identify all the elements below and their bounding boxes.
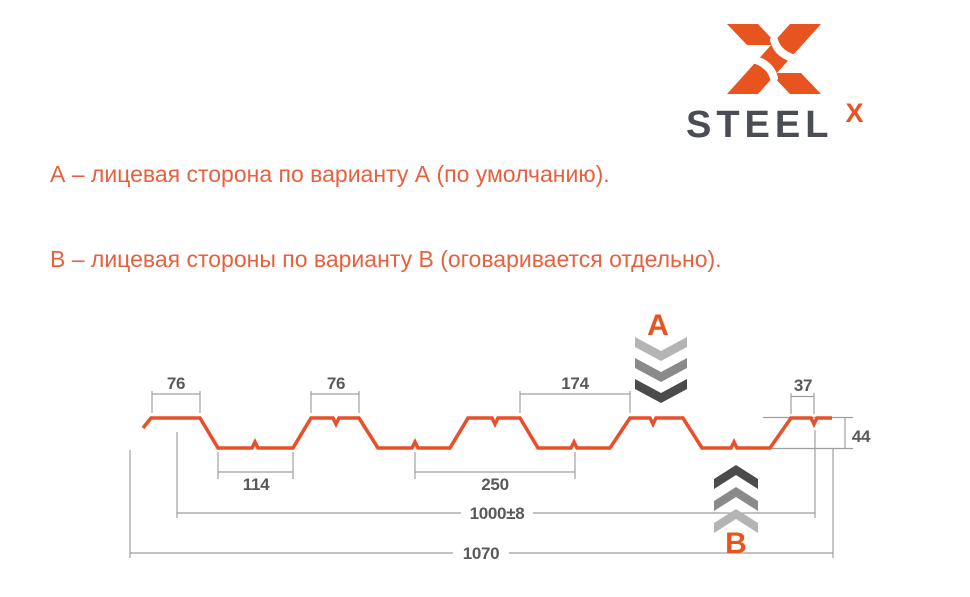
brand-logo: STEEL X — [686, 14, 900, 144]
dim-label-250: 250 — [481, 475, 508, 494]
chevron-down-icon — [635, 379, 687, 403]
dim-label-76-left: 76 — [167, 374, 185, 393]
dim-label-overall-width: 1070 — [463, 544, 500, 563]
dim-label-76-mid: 76 — [327, 374, 345, 393]
steelx-x-icon — [727, 24, 821, 94]
profile-outline — [141, 416, 832, 450]
variant-b-note: В – лицевая стороны по варианту В (огова… — [50, 246, 722, 272]
chevron-down-icon — [635, 358, 687, 382]
variant-b-marker: В — [714, 465, 758, 560]
chevron-up-icon — [714, 465, 758, 489]
brand-name: STEEL — [686, 104, 834, 146]
dimension-lines — [129, 391, 853, 558]
brand-superscript-x: X — [845, 98, 864, 128]
variant-b-label: В — [725, 527, 747, 560]
dim-label-174: 174 — [561, 374, 589, 393]
variant-a-label: А — [647, 309, 669, 342]
dim-label-height: 44 — [852, 427, 871, 446]
chevron-up-icon — [714, 509, 758, 533]
chevron-up-icon — [714, 487, 758, 511]
dim-label-useful-width: 1000±8 — [470, 504, 525, 523]
variant-a-marker: А — [635, 309, 687, 403]
dim-label-37: 37 — [794, 376, 812, 395]
chevron-down-icon — [635, 337, 687, 361]
dim-label-114: 114 — [243, 475, 270, 494]
variant-a-note: А – лицевая сторона по варианту А (по ум… — [50, 161, 610, 187]
